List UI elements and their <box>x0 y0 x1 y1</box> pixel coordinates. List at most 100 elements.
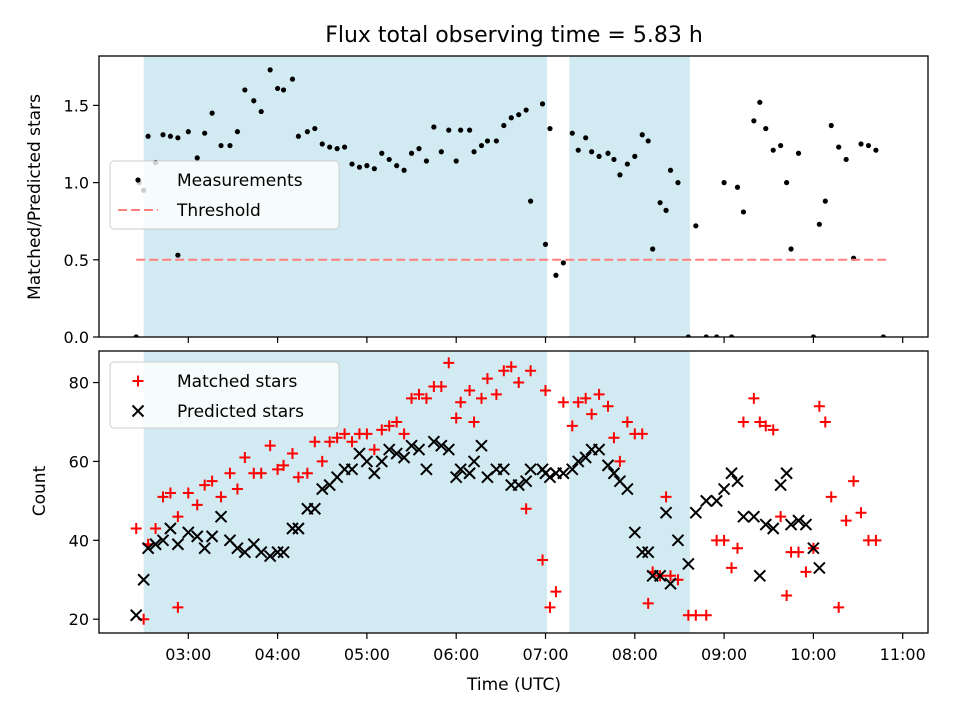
measurement-point <box>423 158 430 164</box>
predicted-star-point <box>205 530 219 543</box>
matched-star-point <box>231 483 243 495</box>
predicted-star-point <box>725 467 738 480</box>
predicted-star-point <box>427 435 441 448</box>
predicted-star-point <box>792 514 805 527</box>
legend-plus-swatch <box>132 375 144 387</box>
matched-star-point <box>665 570 677 582</box>
matched-star-point <box>172 601 184 613</box>
matched-star-point <box>206 475 218 487</box>
predicted-star-point <box>759 518 772 531</box>
matched-star-point <box>731 542 743 554</box>
predicted-star-point <box>717 482 731 496</box>
measurement-point <box>596 153 602 159</box>
predicted-star-point <box>214 510 228 523</box>
predicted-star-point <box>512 478 525 492</box>
measurement-point <box>589 149 595 155</box>
measurement-point <box>865 142 872 149</box>
measurement-point <box>312 125 318 132</box>
predicted-star-point <box>231 541 244 555</box>
y-tick-label: 60 <box>69 452 89 471</box>
measurement-point <box>508 115 514 121</box>
predicted-star-point <box>641 545 655 559</box>
matched-star-point <box>286 448 298 460</box>
measurement-point <box>770 147 776 153</box>
predicted-star-point <box>182 526 195 539</box>
predicted-star-point <box>689 506 703 519</box>
measurement-point <box>379 150 385 156</box>
predicted-star-point <box>308 502 322 515</box>
matched-star-point <box>840 515 852 527</box>
measurement-point <box>394 163 400 169</box>
x-tick-label: 09:00 <box>701 645 747 664</box>
predicted-star-point <box>628 526 642 539</box>
measurement-point <box>569 130 575 136</box>
measurement-point <box>816 221 822 227</box>
matched-star-point <box>498 365 510 377</box>
matched-star-point <box>525 365 537 377</box>
measurement-point <box>873 147 879 153</box>
predicted-star-point <box>784 518 798 531</box>
measurement-point <box>693 223 699 229</box>
matched-star-point <box>539 384 551 396</box>
predicted-star-point <box>137 573 150 586</box>
legend: Measurements Threshold <box>109 160 340 230</box>
matched-star-point <box>557 396 569 408</box>
predicted-star-point <box>664 577 677 590</box>
predicted-star-point <box>375 455 388 468</box>
matched-star-point <box>376 424 388 436</box>
predicted-star-point <box>277 545 290 559</box>
matched-star-point <box>215 491 227 503</box>
measurement-point <box>657 200 663 206</box>
measurement-point <box>784 180 790 186</box>
measurement-point <box>209 110 215 116</box>
y-tick-label: 0.0 <box>64 328 89 347</box>
measurement-point <box>795 150 802 156</box>
matched-star-point <box>361 428 373 440</box>
matched-star-point <box>264 440 276 452</box>
predicted-star-point <box>519 474 533 488</box>
predicted-star-point <box>799 518 813 531</box>
matched-star-point <box>602 400 614 412</box>
measurement-point <box>751 118 757 124</box>
matched-star-point <box>199 479 211 491</box>
predicted-star-point <box>774 478 787 492</box>
predicted-star-point <box>420 463 433 476</box>
y-tick-label: 40 <box>69 531 89 550</box>
measurement-point <box>667 167 674 173</box>
matched-star-point <box>450 412 462 424</box>
predicted-star-point <box>442 443 455 456</box>
measurement-point <box>843 156 849 163</box>
measurement-point <box>542 241 549 247</box>
matched-star-point <box>172 511 184 523</box>
matched-star-point <box>781 590 793 602</box>
predicted-star-point <box>316 482 329 496</box>
predicted-star-point <box>454 463 467 476</box>
predicted-star-point <box>198 541 211 555</box>
measurement-point <box>175 252 181 258</box>
x-tick-label: 11:00 <box>880 645 926 664</box>
measurement-point <box>632 153 638 159</box>
matched-star-point <box>593 388 605 400</box>
measurement-point <box>267 67 273 73</box>
predicted-star-point <box>191 530 204 543</box>
measurement-point <box>740 209 747 215</box>
predicted-star-point <box>592 443 606 456</box>
predicted-star-point <box>449 471 463 484</box>
x-tick-label: 07:00 <box>522 645 568 664</box>
measurement-point <box>356 164 363 170</box>
predicted-star-point <box>390 447 403 460</box>
predicted-star-point <box>700 494 713 508</box>
series-layer <box>130 357 882 625</box>
legend-points-swatch <box>135 177 141 183</box>
measurement-point <box>401 167 407 173</box>
matched-star-point <box>292 471 304 483</box>
matched-star-point <box>301 467 313 479</box>
predicted-star-point <box>149 538 162 551</box>
matched-star-point <box>455 396 467 408</box>
matched-star-point <box>614 455 626 467</box>
measurement-point <box>624 161 630 167</box>
matched-star-point <box>580 392 592 404</box>
measurement-point <box>289 76 296 82</box>
measurement-point <box>431 124 437 130</box>
